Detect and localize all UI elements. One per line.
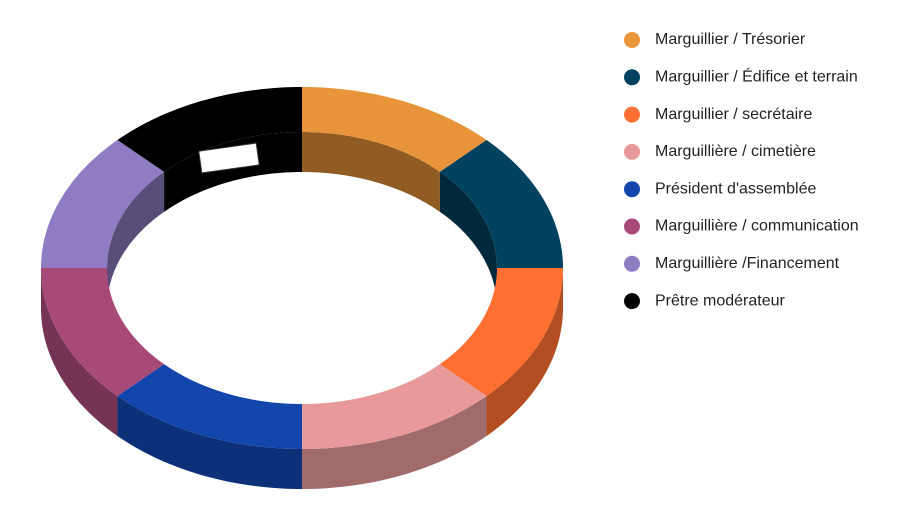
slice	[439, 268, 563, 396]
slice-outer-wall	[117, 395, 302, 489]
legend: Marguillier / Trésorier Marguillier / Édi…	[624, 31, 859, 309]
legend-label: Marguillier / Édifice et terrain	[655, 67, 858, 86]
legend-label: Président d'assemblée	[655, 180, 816, 197]
legend-swatch	[624, 69, 640, 86]
legend-swatch	[624, 255, 640, 272]
legend-swatch	[624, 181, 640, 198]
slice-inner-wall	[164, 132, 302, 212]
slice-inner-wall	[439, 171, 497, 308]
slice	[302, 87, 487, 172]
slice-outer-wall	[486, 268, 563, 436]
slice-inner-wall	[302, 132, 440, 212]
legend-swatch	[624, 32, 640, 48]
slice	[41, 140, 165, 268]
slice-inner-wall	[107, 171, 165, 308]
slice	[41, 268, 165, 396]
slice	[117, 364, 302, 449]
legend-label: Marguillière / communication	[655, 218, 859, 235]
legend-label: Marguillière / cimetière	[655, 143, 816, 160]
legend-swatch	[624, 106, 640, 123]
slice-outer-wall	[41, 268, 118, 436]
slice	[439, 140, 563, 268]
legend-label: Marguillière /Financement	[655, 255, 840, 272]
slice	[302, 364, 487, 449]
legend-label: Marguillier / secrétaire	[655, 106, 812, 123]
legend-swatch	[624, 143, 640, 160]
slice-outer-wall	[302, 395, 487, 489]
legend-label: Marguillier / Trésorier	[655, 31, 806, 48]
legend-swatch	[624, 293, 640, 310]
legend-label: Prêtre modérateur	[655, 292, 786, 309]
label-box	[198, 142, 260, 174]
legend-swatch	[624, 218, 640, 235]
slice	[117, 87, 302, 172]
donut	[41, 87, 563, 489]
